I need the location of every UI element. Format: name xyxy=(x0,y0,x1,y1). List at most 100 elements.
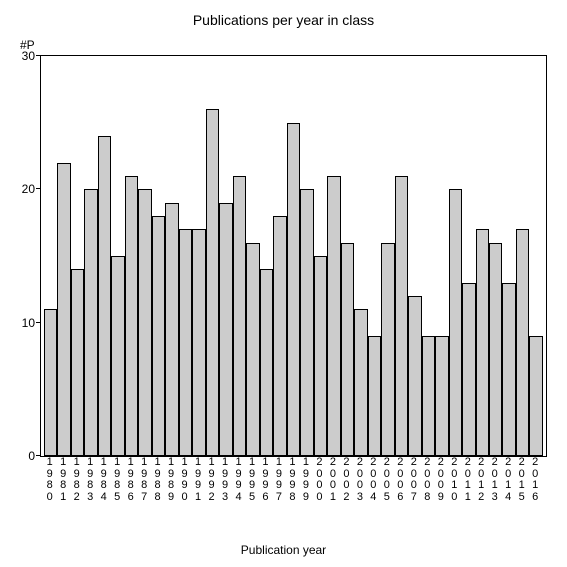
x-tick-label: 2 0 0 1 xyxy=(326,457,339,503)
bar-column xyxy=(395,56,408,456)
x-tick-label: 2 0 1 4 xyxy=(501,457,514,503)
x-tick-label: 2 0 0 8 xyxy=(421,457,434,503)
bar xyxy=(57,163,70,456)
bar xyxy=(408,296,421,456)
x-tick-label: 1 9 8 7 xyxy=(137,457,150,503)
bar-column xyxy=(138,56,151,456)
bar-column xyxy=(529,56,542,456)
bar-column xyxy=(44,56,57,456)
bar-column xyxy=(71,56,84,456)
bar-column xyxy=(84,56,97,456)
bar-column xyxy=(327,56,340,456)
y-tick-label: 20 xyxy=(22,182,41,196)
x-tick-label: 1 9 8 6 xyxy=(124,457,137,503)
bar-column xyxy=(246,56,259,456)
x-tick-label: 1 9 9 8 xyxy=(286,457,299,503)
bar xyxy=(449,189,462,456)
bar-column xyxy=(341,56,354,456)
bar-column xyxy=(57,56,70,456)
bar xyxy=(233,176,246,456)
x-tick-label: 1 9 8 1 xyxy=(56,457,69,503)
bar-column xyxy=(381,56,394,456)
bar xyxy=(489,243,502,456)
bar xyxy=(462,283,475,456)
bar-column xyxy=(516,56,529,456)
bar-column xyxy=(287,56,300,456)
y-tick-mark xyxy=(36,455,41,456)
x-tick-label: 1 9 9 4 xyxy=(232,457,245,503)
bar xyxy=(165,203,178,456)
bar-column xyxy=(233,56,246,456)
x-tick-label: 2 0 1 6 xyxy=(528,457,541,503)
bar-column xyxy=(489,56,502,456)
x-tick-label: 2 0 1 3 xyxy=(488,457,501,503)
bar xyxy=(192,229,205,456)
bar xyxy=(125,176,138,456)
x-tick-label: 2 0 0 6 xyxy=(394,457,407,503)
x-tick-label: 1 9 8 3 xyxy=(83,457,96,503)
bar-column xyxy=(408,56,421,456)
x-tick-label: 1 9 9 5 xyxy=(245,457,258,503)
x-tick-label: 1 9 9 6 xyxy=(259,457,272,503)
bar-column xyxy=(368,56,381,456)
bar xyxy=(341,243,354,456)
x-tick-label: 2 0 0 5 xyxy=(380,457,393,503)
x-tick-label: 2 0 0 4 xyxy=(367,457,380,503)
x-tick-label: 1 9 9 1 xyxy=(191,457,204,503)
y-tick-mark xyxy=(36,322,41,323)
bar-column xyxy=(314,56,327,456)
y-tick-label: 10 xyxy=(22,316,41,330)
bars-region xyxy=(41,56,546,456)
bar xyxy=(354,309,367,456)
x-axis-label: Publication year xyxy=(0,543,567,557)
x-tick-label: 1 9 9 0 xyxy=(178,457,191,503)
bar-column xyxy=(300,56,313,456)
bar xyxy=(138,189,151,456)
x-tick-label: 2 0 1 0 xyxy=(448,457,461,503)
y-tick-mark xyxy=(36,188,41,189)
bar xyxy=(273,216,286,456)
bar-column xyxy=(206,56,219,456)
chart-title: Publications per year in class xyxy=(0,12,567,28)
x-tick-label: 2 0 0 9 xyxy=(434,457,447,503)
bar xyxy=(422,336,435,456)
x-tick-label: 1 9 8 0 xyxy=(43,457,56,503)
bar-column xyxy=(260,56,273,456)
bar xyxy=(152,216,165,456)
bar-column xyxy=(273,56,286,456)
bar-column xyxy=(435,56,448,456)
bar xyxy=(206,109,219,456)
x-tick-label: 1 9 9 3 xyxy=(218,457,231,503)
bar xyxy=(381,243,394,456)
x-tick-label: 1 9 8 5 xyxy=(110,457,123,503)
bar-column xyxy=(502,56,515,456)
y-tick-label: 30 xyxy=(22,49,41,63)
x-tick-label: 1 9 8 2 xyxy=(70,457,83,503)
bar-column xyxy=(192,56,205,456)
bar xyxy=(179,229,192,456)
bar xyxy=(287,123,300,456)
bar xyxy=(529,336,542,456)
x-tick-label: 1 9 8 4 xyxy=(97,457,110,503)
bar-column xyxy=(219,56,232,456)
bar-column xyxy=(98,56,111,456)
plot-area: 0102030 xyxy=(40,55,547,457)
x-tick-label: 2 0 1 5 xyxy=(515,457,528,503)
bar xyxy=(476,229,489,456)
bar xyxy=(44,309,57,456)
bar-column xyxy=(449,56,462,456)
x-tick-label: 2 0 0 0 xyxy=(313,457,326,503)
y-tick-mark xyxy=(36,55,41,56)
bar-column xyxy=(462,56,475,456)
bar xyxy=(395,176,408,456)
bar-column xyxy=(165,56,178,456)
bar-column xyxy=(152,56,165,456)
bar-column xyxy=(422,56,435,456)
bar-column xyxy=(111,56,124,456)
x-axis-tick-labels: 1 9 8 01 9 8 11 9 8 21 9 8 31 9 8 41 9 8… xyxy=(40,457,545,503)
bar-column xyxy=(354,56,367,456)
x-tick-label: 1 9 9 2 xyxy=(205,457,218,503)
x-tick-label: 2 0 0 7 xyxy=(407,457,420,503)
x-tick-label: 1 9 8 9 xyxy=(164,457,177,503)
bar xyxy=(84,189,97,456)
